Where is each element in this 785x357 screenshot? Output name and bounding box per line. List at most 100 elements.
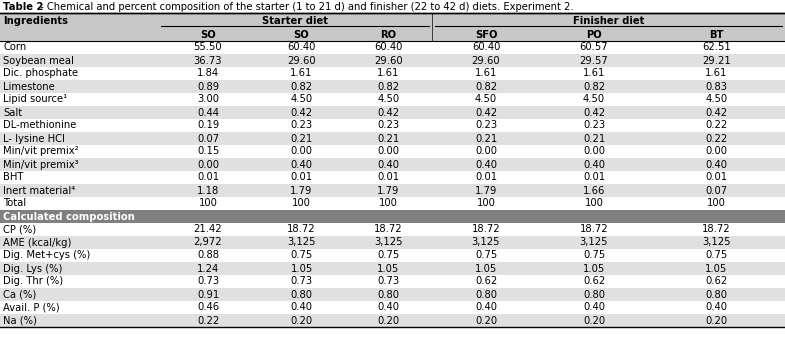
Text: 0.62: 0.62	[583, 277, 605, 287]
Bar	[0, 184, 785, 197]
Text: 0.01: 0.01	[378, 172, 400, 182]
Text: CP (%): CP (%)	[3, 225, 36, 235]
Text: 1.84: 1.84	[197, 69, 219, 79]
Text: 0.80: 0.80	[378, 290, 400, 300]
Text: 4.50: 4.50	[706, 95, 728, 105]
Bar	[0, 236, 785, 249]
Text: 0.40: 0.40	[475, 302, 497, 312]
Text: 0.40: 0.40	[706, 160, 728, 170]
Text: 0.07: 0.07	[706, 186, 728, 196]
Text: 0.01: 0.01	[197, 172, 219, 182]
Text: 29.57: 29.57	[579, 55, 608, 65]
Text: 0.23: 0.23	[475, 121, 497, 131]
Text: 0.21: 0.21	[475, 134, 497, 144]
Text: 0.82: 0.82	[583, 81, 605, 91]
Text: Dig. Met+cys (%): Dig. Met+cys (%)	[3, 251, 90, 261]
Text: 0.00: 0.00	[290, 146, 312, 156]
Text: 100: 100	[292, 198, 311, 208]
Text: Dig. Thr (%): Dig. Thr (%)	[3, 277, 63, 287]
Text: 3,125: 3,125	[580, 237, 608, 247]
Text: Limestone: Limestone	[3, 81, 55, 91]
Text: 0.80: 0.80	[583, 290, 605, 300]
Text: 18.72: 18.72	[579, 225, 608, 235]
Text: 29.21: 29.21	[702, 55, 731, 65]
Text: 0.82: 0.82	[290, 81, 312, 91]
Text: 0.42: 0.42	[290, 107, 312, 117]
Text: 60.57: 60.57	[579, 42, 608, 52]
Text: 0.40: 0.40	[583, 302, 605, 312]
Text: 1.61: 1.61	[290, 69, 312, 79]
Text: 0.73: 0.73	[378, 277, 400, 287]
Text: 0.21: 0.21	[290, 134, 312, 144]
Text: SO: SO	[294, 30, 309, 40]
Bar	[0, 197, 785, 210]
Text: Dig. Lys (%): Dig. Lys (%)	[3, 263, 62, 273]
Text: 0.23: 0.23	[378, 121, 400, 131]
Text: 29.60: 29.60	[287, 55, 316, 65]
Text: 29.60: 29.60	[472, 55, 500, 65]
Text: 1.05: 1.05	[475, 263, 497, 273]
Text: 0.20: 0.20	[583, 316, 605, 326]
Text: 36.73: 36.73	[194, 55, 222, 65]
Text: 18.72: 18.72	[472, 225, 500, 235]
Bar	[0, 275, 785, 288]
Bar	[0, 288, 785, 301]
Text: 3,125: 3,125	[472, 237, 500, 247]
Bar	[0, 132, 785, 145]
Text: 4.50: 4.50	[378, 95, 400, 105]
Text: 29.60: 29.60	[374, 55, 403, 65]
Text: 0.83: 0.83	[706, 81, 728, 91]
Bar	[0, 67, 785, 80]
Text: 2,972: 2,972	[194, 237, 222, 247]
Text: Min/vit premix³: Min/vit premix³	[3, 160, 78, 170]
Text: 0.00: 0.00	[378, 146, 400, 156]
Text: 0.75: 0.75	[290, 251, 312, 261]
Text: 1.79: 1.79	[378, 186, 400, 196]
Text: Na (%): Na (%)	[3, 316, 37, 326]
Text: 3,125: 3,125	[703, 237, 731, 247]
Bar	[0, 262, 785, 275]
Text: 0.21: 0.21	[583, 134, 605, 144]
Text: 4.50: 4.50	[290, 95, 312, 105]
Text: 4.50: 4.50	[583, 95, 605, 105]
Text: 0.00: 0.00	[583, 146, 605, 156]
Text: 0.21: 0.21	[378, 134, 400, 144]
Text: 0.22: 0.22	[197, 316, 219, 326]
Text: 100: 100	[585, 198, 604, 208]
Text: 60.40: 60.40	[472, 42, 500, 52]
Text: Salt: Salt	[3, 107, 22, 117]
Text: 0.23: 0.23	[290, 121, 312, 131]
Bar	[0, 145, 785, 158]
Text: SO: SO	[200, 30, 216, 40]
Text: Dic. phosphate: Dic. phosphate	[3, 69, 78, 79]
Text: 1.24: 1.24	[197, 263, 219, 273]
Text: AME (kcal/kg): AME (kcal/kg)	[3, 237, 71, 247]
Text: 0.46: 0.46	[197, 302, 219, 312]
Text: 1.05: 1.05	[378, 263, 400, 273]
Text: Starter diet: Starter diet	[262, 15, 328, 25]
Text: 0.62: 0.62	[706, 277, 728, 287]
Text: 1.05: 1.05	[290, 263, 312, 273]
Text: 1.66: 1.66	[582, 186, 605, 196]
Bar	[0, 314, 785, 327]
Text: 0.82: 0.82	[475, 81, 497, 91]
Text: 0.20: 0.20	[290, 316, 312, 326]
Bar	[0, 80, 785, 93]
Text: BT: BT	[710, 30, 724, 40]
Text: 0.01: 0.01	[583, 172, 605, 182]
Bar	[0, 41, 785, 54]
Text: 0.15: 0.15	[197, 146, 219, 156]
Text: 0.01: 0.01	[706, 172, 728, 182]
Text: 0.40: 0.40	[583, 160, 605, 170]
Text: 0.40: 0.40	[378, 302, 400, 312]
Text: 0.80: 0.80	[475, 290, 497, 300]
Text: 0.01: 0.01	[475, 172, 497, 182]
Text: 18.72: 18.72	[703, 225, 731, 235]
Text: 0.88: 0.88	[197, 251, 219, 261]
Text: Soybean meal: Soybean meal	[3, 55, 74, 65]
Text: 0.22: 0.22	[706, 134, 728, 144]
Text: BHT: BHT	[3, 172, 24, 182]
Text: 1.18: 1.18	[197, 186, 219, 196]
Bar	[0, 0, 785, 13]
Text: - Chemical and percent composition of the starter (1 to 21 d) and finisher (22 t: - Chemical and percent composition of th…	[37, 1, 574, 11]
